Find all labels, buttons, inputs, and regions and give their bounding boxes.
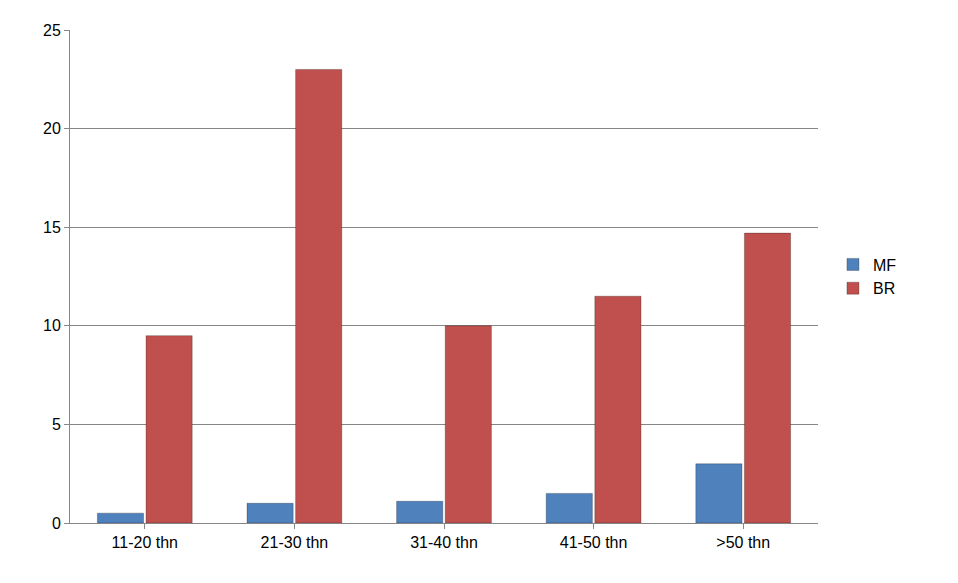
svg-text:20: 20 <box>43 120 61 137</box>
svg-text:11-20 thn: 11-20 thn <box>112 534 178 551</box>
svg-text:0: 0 <box>52 515 61 532</box>
svg-text:31-40 thn: 31-40 thn <box>410 534 478 551</box>
svg-text:BR: BR <box>873 280 895 297</box>
svg-text:MF: MF <box>873 257 896 274</box>
svg-text:10: 10 <box>43 317 61 334</box>
svg-text:15: 15 <box>43 219 61 236</box>
svg-text:25: 25 <box>43 22 61 39</box>
svg-text:>50 thn: >50 thn <box>716 534 770 551</box>
svg-text:5: 5 <box>52 416 61 433</box>
svg-text:21-30 thn: 21-30 thn <box>261 534 329 551</box>
svg-text:41-50 thn: 41-50 thn <box>560 534 628 551</box>
